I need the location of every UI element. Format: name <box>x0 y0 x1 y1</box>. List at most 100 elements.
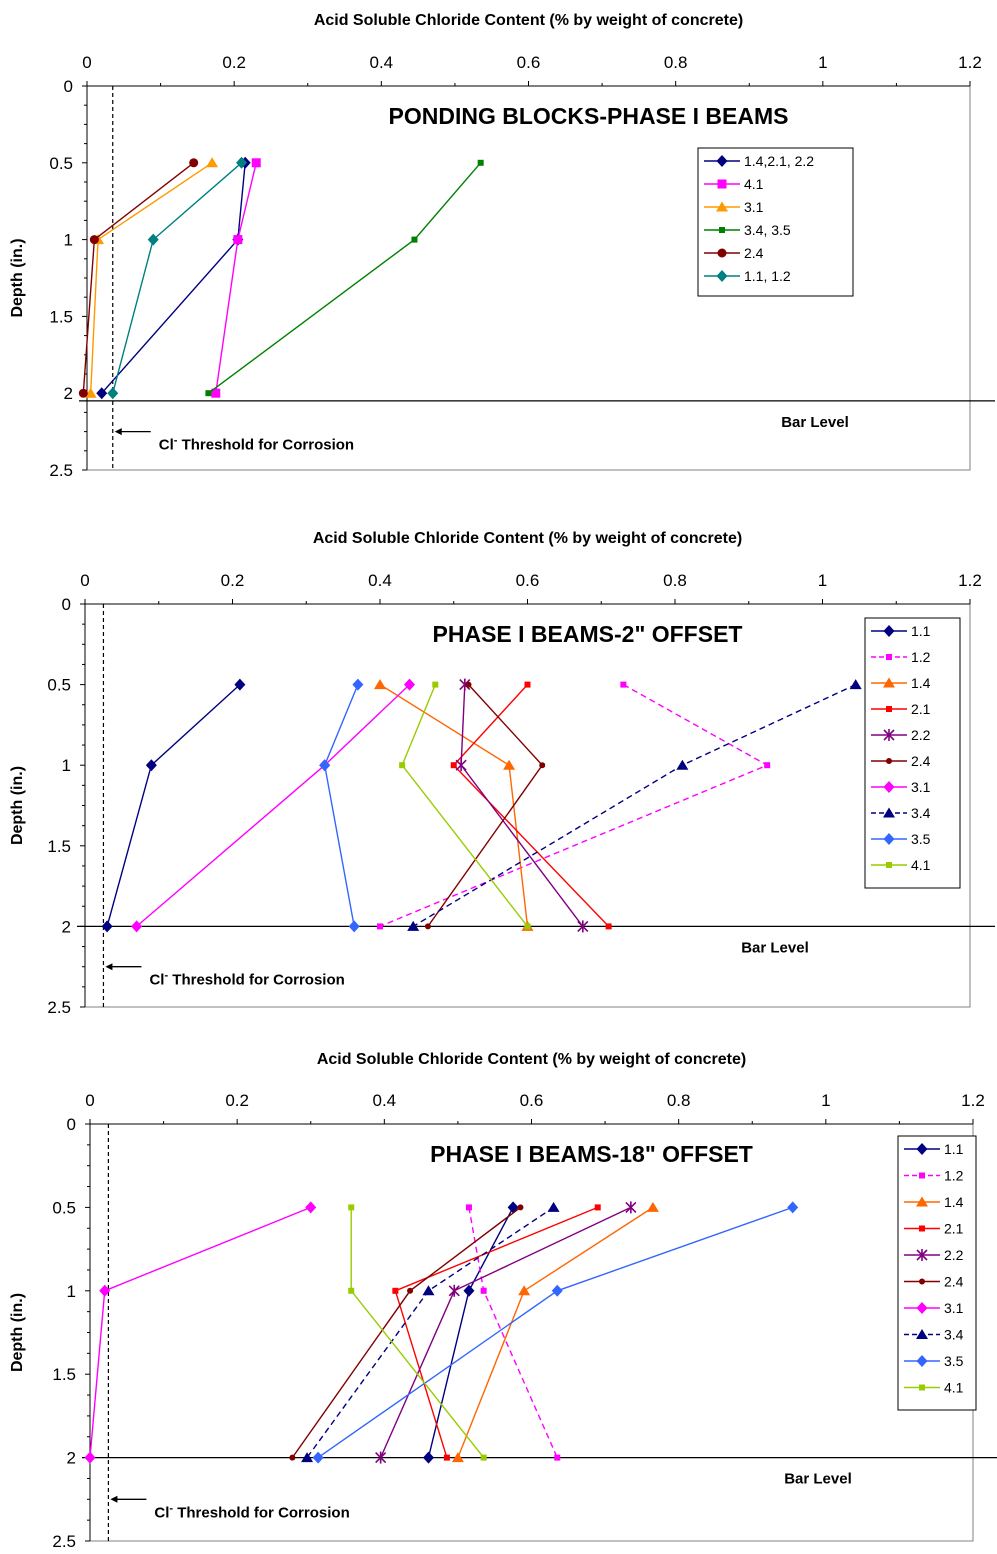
legend-label: 4.1 <box>744 176 764 192</box>
y-tick-label: 0.5 <box>52 1198 76 1217</box>
y-axis-title: Depth (in.) <box>9 766 26 845</box>
data-point <box>101 920 113 933</box>
x-tick-label: 1.2 <box>958 571 982 590</box>
x-tick-label: 0.2 <box>222 53 246 72</box>
y-tick-label: 0.5 <box>47 676 71 695</box>
x-tick-label: 0.8 <box>663 571 687 590</box>
data-point <box>424 923 431 930</box>
series-1.1, 1.2 <box>107 156 248 400</box>
data-point <box>480 1454 487 1461</box>
data-point <box>620 681 627 688</box>
x-tick-label: 1 <box>818 53 827 72</box>
legend-label: 2.2 <box>911 727 931 743</box>
threshold-label: Cl- Threshold for Corrosion <box>149 970 344 989</box>
x-tick-label: 0.8 <box>667 1091 691 1110</box>
legend-label: 1.1 <box>911 623 931 639</box>
chart-panel-2: Acid Soluble Chloride Content (% by weig… <box>9 530 995 1017</box>
y-tick-label: 0 <box>67 1115 76 1134</box>
data-point <box>319 759 331 772</box>
legend-marker <box>716 201 728 212</box>
legend-label: 3.4, 3.5 <box>744 222 791 238</box>
legend: 1.4,2.1, 2.2 4.1 3.1 3.4, 3.5 2.4 1.1, 1.2 <box>697 147 854 297</box>
series-4.1 <box>399 681 531 930</box>
y-tick-label: 2.5 <box>52 1532 76 1551</box>
y-tick-label: 0.5 <box>49 154 73 173</box>
series-2.1 <box>450 681 612 930</box>
legend-marker <box>919 1172 925 1179</box>
data-point <box>305 1201 317 1214</box>
data-point <box>554 1454 561 1461</box>
y-tick-label: 1.5 <box>49 307 73 326</box>
legend-marker <box>886 758 892 764</box>
data-point <box>547 1201 560 1212</box>
data-point <box>375 1451 387 1464</box>
x-tick-label: 0 <box>80 571 89 590</box>
data-point <box>503 759 516 770</box>
legend-marker <box>919 1278 925 1285</box>
x-axis-title: Acid Soluble Chloride Content (% by weig… <box>314 12 743 29</box>
data-point <box>646 1201 659 1212</box>
bar-level-label: Bar Level <box>781 414 849 431</box>
x-tick-label: 0.2 <box>221 571 245 590</box>
chart-title: PONDING BLOCKS-PHASE I BEAMS <box>389 103 789 129</box>
legend-label: 2.1 <box>911 701 931 717</box>
data-point <box>206 157 219 168</box>
data-point <box>551 1284 563 1297</box>
y-tick-label: 2 <box>64 384 73 403</box>
legend-label: 3.5 <box>911 831 931 847</box>
legend-label: 2.1 <box>944 1221 964 1237</box>
data-point <box>422 1285 435 1296</box>
legend-label: 1.4,2.1, 2.2 <box>744 153 814 169</box>
x-tick-label: 0 <box>82 53 91 72</box>
data-point <box>348 1287 355 1294</box>
y-tick-label: 0 <box>64 77 73 96</box>
data-point <box>205 390 212 397</box>
series-2.4 <box>424 681 546 930</box>
x-tick-label: 1.2 <box>961 1091 985 1110</box>
threshold-label-text: Threshold for Corrosion <box>173 1504 350 1521</box>
threshold-label-sup: - <box>169 1502 173 1514</box>
legend-box <box>864 617 961 889</box>
data-point <box>99 1284 111 1297</box>
data-point <box>404 678 415 691</box>
data-point <box>539 762 546 769</box>
data-point <box>605 923 612 930</box>
data-point <box>594 1204 601 1211</box>
x-tick-label: 1 <box>821 1091 830 1110</box>
y-tick-label: 1.5 <box>52 1365 76 1384</box>
series-1.1 <box>101 678 246 933</box>
legend-label: 2.4 <box>944 1274 964 1290</box>
legend-label: 1.1 <box>944 1141 964 1157</box>
x-tick-label: 0.4 <box>370 53 394 72</box>
x-tick-label: 0.6 <box>520 1091 544 1110</box>
legend-label: 1.4 <box>911 675 931 691</box>
threshold-label-sup: - <box>174 435 178 447</box>
series-3.5 <box>312 1201 799 1464</box>
legend-marker <box>716 155 728 167</box>
data-point <box>411 236 418 243</box>
legend-box <box>897 1135 977 1411</box>
y-tick-label: 2 <box>62 917 71 936</box>
series-2.2 <box>455 678 589 933</box>
data-point <box>84 1451 96 1464</box>
y-tick-label: 2.5 <box>49 461 73 480</box>
x-tick-label: 0.8 <box>664 53 688 72</box>
data-point <box>131 920 143 933</box>
y-tick-label: 1 <box>64 231 73 250</box>
x-tick-label: 0.6 <box>517 53 541 72</box>
data-point <box>443 1454 450 1461</box>
x-tick-label: 1 <box>818 571 827 590</box>
legend: 1.1 1.2 1.4 2.1 2.2 2.4 3.1 3.4 3.5 4.1 <box>897 1135 977 1411</box>
legend-label: 3.4 <box>944 1327 964 1343</box>
data-point <box>764 762 771 769</box>
data-point <box>301 1452 314 1463</box>
data-point <box>236 156 248 169</box>
series-4.1 <box>348 1204 487 1461</box>
legend-label: 4.1 <box>911 857 931 873</box>
plot-area <box>84 603 971 1008</box>
bar-level-label: Bar Level <box>784 1471 852 1488</box>
x-tick-label: 0.6 <box>516 571 540 590</box>
data-point <box>89 235 99 245</box>
series-4.1 <box>211 158 261 398</box>
